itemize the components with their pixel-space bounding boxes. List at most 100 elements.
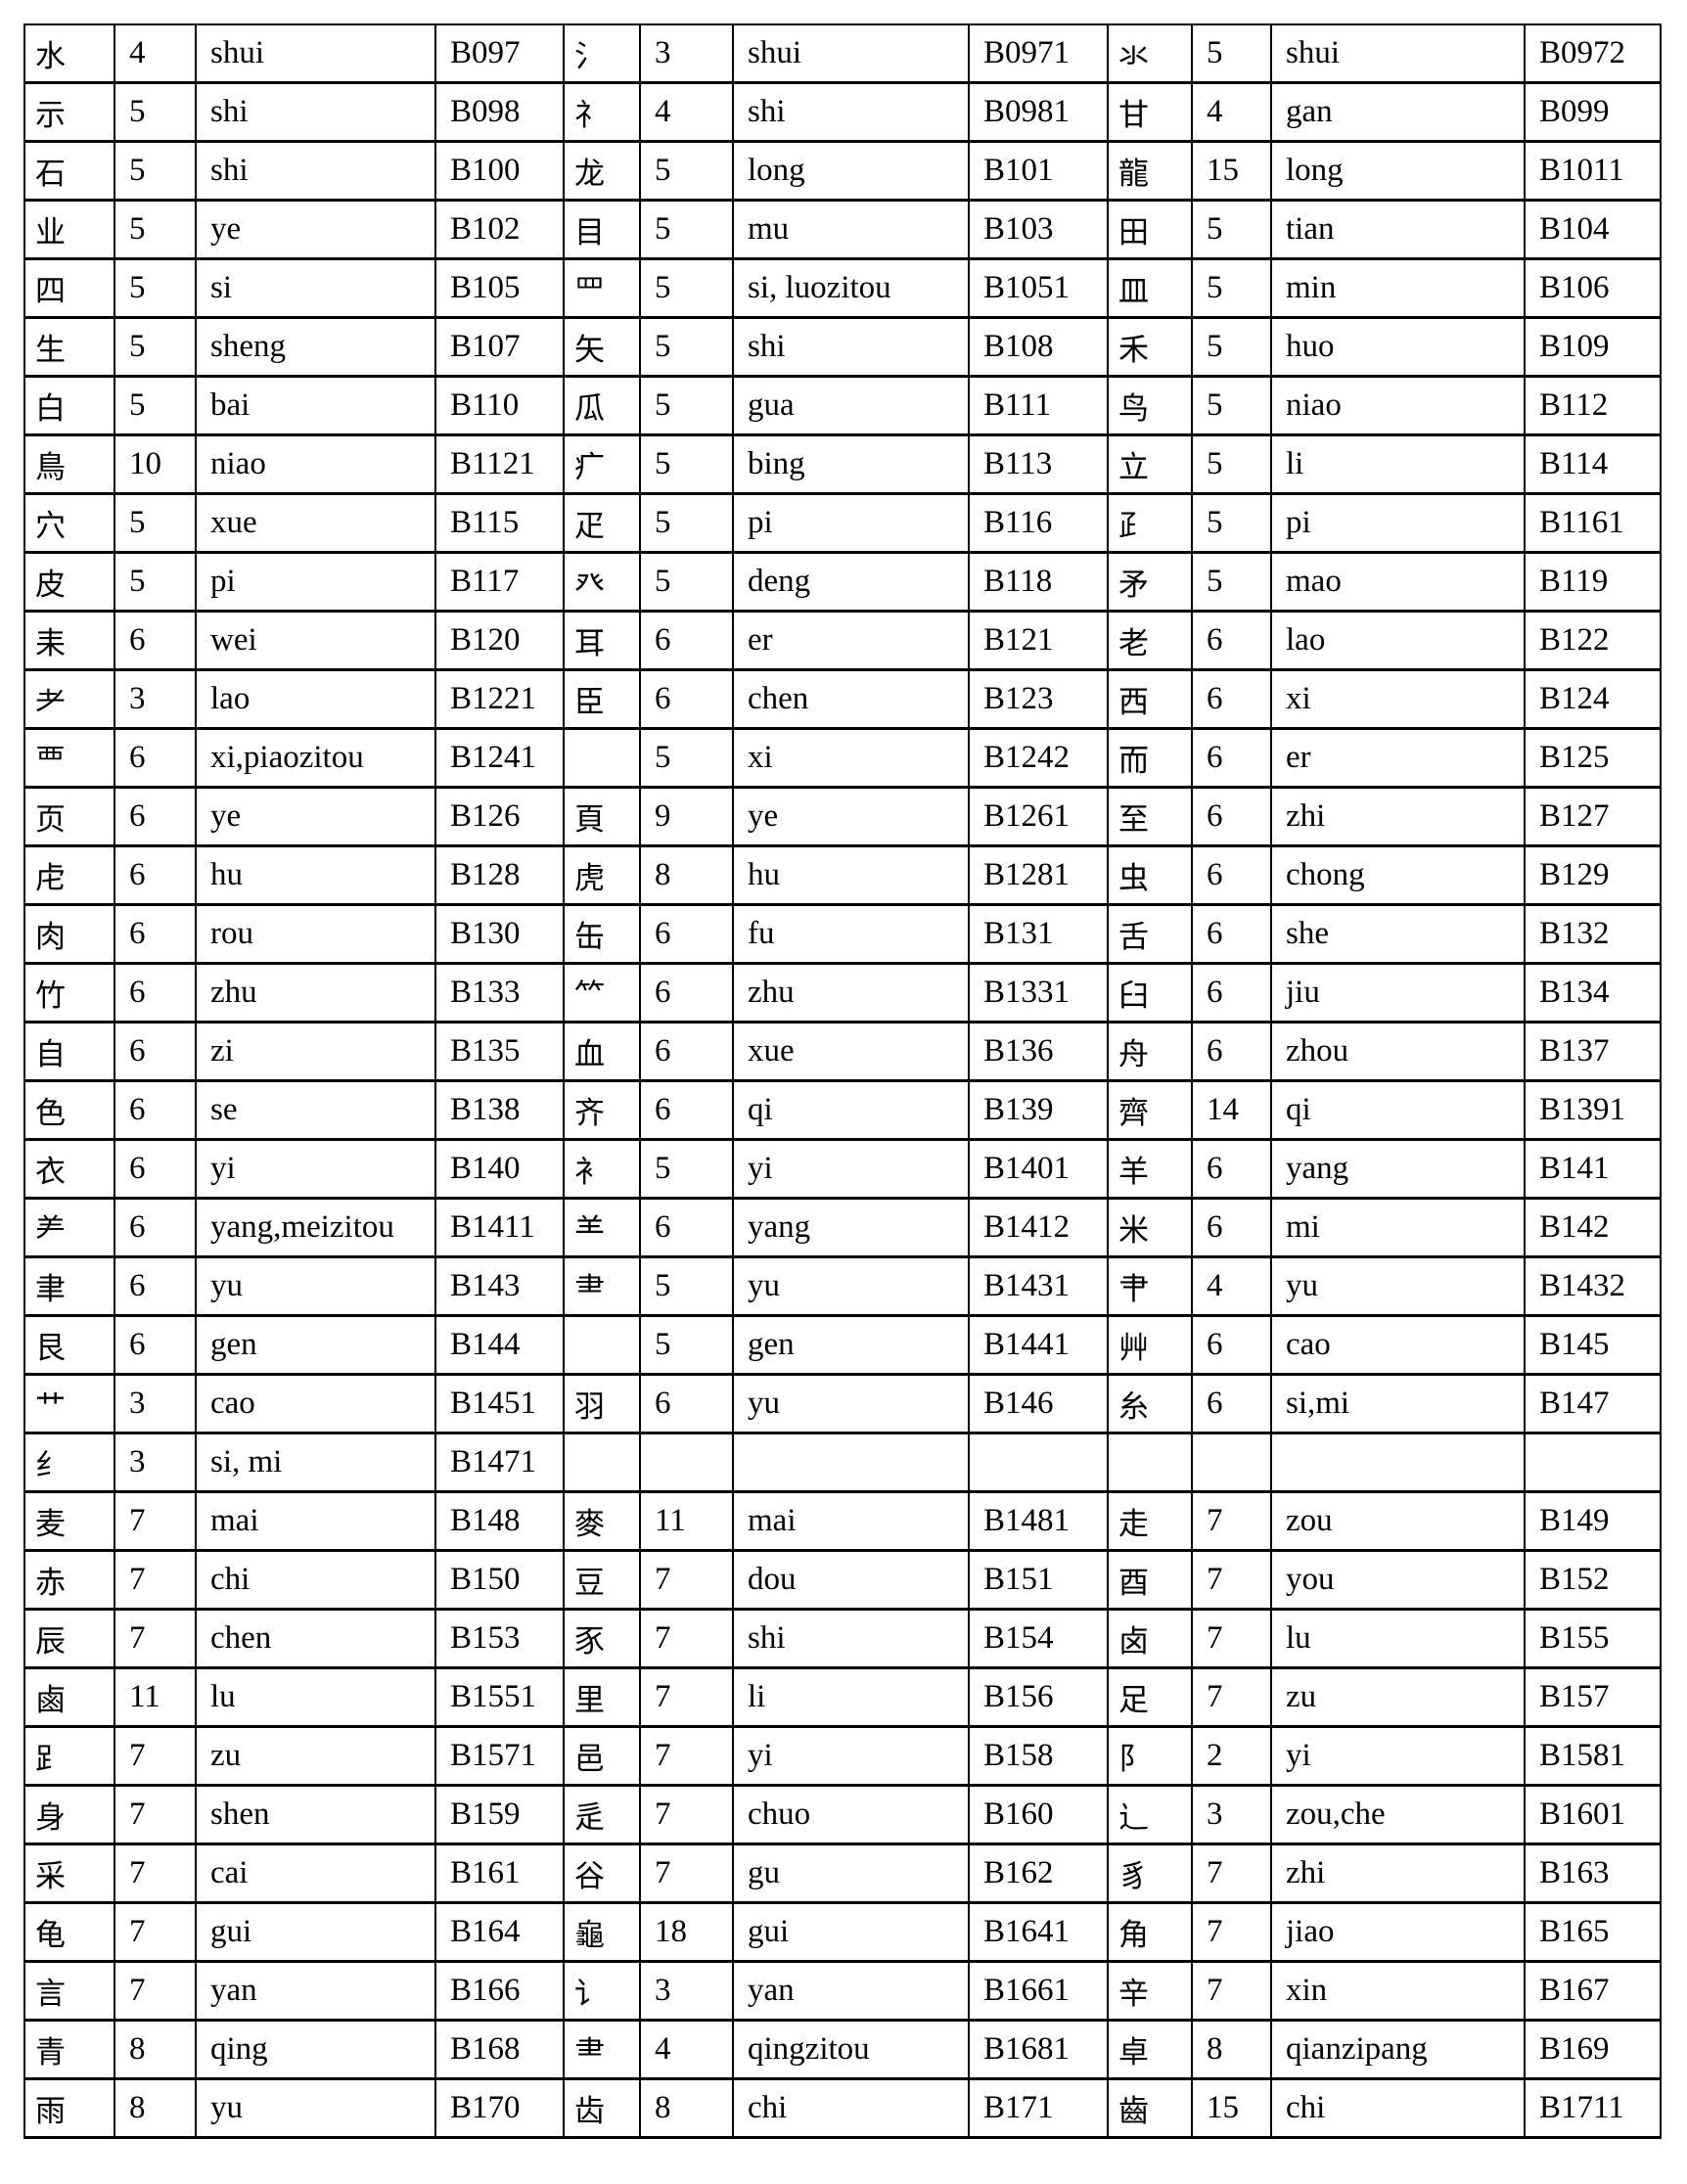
radical-cell: 衤 (563, 1138, 641, 1200)
strokes-cell: 6 (114, 727, 197, 789)
pinyin-cell: shen (195, 1784, 436, 1845)
pinyin-cell: si,mi (1270, 1373, 1526, 1434)
strokes-cell: 6 (114, 962, 197, 1024)
table-row: 页 6 ye B126 頁 9 ye B1261 至 6 zhi B127 (23, 786, 1662, 847)
radical-cell: ⺻ (563, 2019, 641, 2080)
radical-cell: 竹 (23, 962, 115, 1024)
code-cell: B0971 (968, 23, 1109, 84)
strokes-cell: 7 (1191, 1608, 1272, 1669)
radical-cell: 耳 (563, 610, 641, 671)
table-row: ⺶ 6 yang,meizitou B1411 ⺷ 6 yang B1412 米 6 mi B142 (23, 1197, 1662, 1258)
pinyin-cell: gui (732, 1901, 970, 1963)
code-cell: B154 (968, 1608, 1109, 1669)
strokes-cell: 6 (1191, 1021, 1272, 1082)
pinyin-cell: li (732, 1666, 970, 1728)
pinyin-cell: gen (195, 1314, 436, 1376)
radical-cell: 穴 (23, 492, 115, 554)
pinyin-cell: er (732, 610, 970, 671)
radical-cell: 臼 (1107, 962, 1193, 1024)
code-cell: B131 (968, 903, 1109, 965)
strokes-cell: 5 (639, 1138, 734, 1200)
pinyin-cell: yi (732, 1138, 970, 1200)
strokes-cell: 6 (639, 903, 734, 965)
code-cell: B116 (968, 492, 1109, 554)
strokes-cell: 7 (639, 1666, 734, 1728)
pinyin-cell: yi (1270, 1725, 1526, 1787)
pinyin-cell: min (1270, 257, 1526, 319)
radical-cell (563, 1432, 641, 1493)
code-cell: B149 (1524, 1490, 1662, 1552)
strokes-cell: 7 (1191, 1490, 1272, 1552)
pinyin-cell: jiu (1270, 962, 1526, 1024)
table-row: 竹 6 zhu B133 ⺮ 6 zhu B1331 臼 6 jiu B134 (23, 962, 1662, 1024)
code-cell: B114 (1524, 433, 1662, 495)
radical-cell: 走 (1107, 1490, 1193, 1552)
radical-cell: 至 (1107, 786, 1193, 847)
strokes-cell: 6 (639, 1079, 734, 1141)
code-cell: B156 (968, 1666, 1109, 1728)
strokes-cell: 7 (114, 1784, 197, 1845)
radical-cell: 龙 (563, 140, 641, 202)
strokes-cell: 7 (114, 1843, 197, 1904)
strokes-cell: 6 (1191, 1138, 1272, 1200)
table-row: 辰 7 chen B153 豕 7 shi B154 卤 7 lu B155 (23, 1608, 1662, 1669)
pinyin-cell: niao (1270, 375, 1526, 436)
pinyin-cell: cao (1270, 1314, 1526, 1376)
pinyin-cell: yan (732, 1960, 970, 2022)
table-row: 艮 6 gen B144 5 gen B1441 艸 6 cao B145 (23, 1314, 1662, 1376)
code-cell: B170 (434, 2077, 565, 2139)
code-cell: B1681 (968, 2019, 1109, 2080)
radical-cell: 白 (23, 375, 115, 436)
pinyin-cell: chi (732, 2077, 970, 2139)
pinyin-cell: huo (1270, 316, 1526, 378)
pinyin-cell: pi (732, 492, 970, 554)
code-cell: B130 (434, 903, 565, 965)
pinyin-cell: shui (732, 23, 970, 84)
radical-cell: 虫 (1107, 844, 1193, 906)
strokes-cell: 6 (639, 1021, 734, 1082)
pinyin-cell (1270, 1432, 1526, 1493)
code-cell: B144 (434, 1314, 565, 1376)
code-cell: B1051 (968, 257, 1109, 319)
radical-cell: 辶 (1107, 1784, 1193, 1845)
radical-cell: 豕 (563, 1608, 641, 1669)
code-cell: B142 (1524, 1197, 1662, 1258)
code-cell: B159 (434, 1784, 565, 1845)
code-cell: B1581 (1524, 1725, 1662, 1787)
radical-cell: 齒 (1107, 2077, 1193, 2139)
code-cell: B117 (434, 551, 565, 613)
code-cell: B121 (968, 610, 1109, 671)
pinyin-cell: dou (732, 1549, 970, 1611)
pinyin-cell: yu (195, 1255, 436, 1317)
strokes-cell: 4 (639, 81, 734, 143)
radical-cell: 虎 (563, 844, 641, 906)
radical-cell: 业 (23, 199, 115, 260)
radical-cell: 麥 (563, 1490, 641, 1552)
strokes-cell: 6 (639, 610, 734, 671)
table-row: 色 6 se B138 齐 6 qi B139 齊 14 qi B1391 (23, 1079, 1662, 1141)
table-row: 穴 5 xue B115 疋 5 pi B116 ⺪ 5 pi B1161 (23, 492, 1662, 554)
strokes-cell: 8 (114, 2077, 197, 2139)
strokes-cell: 5 (114, 257, 197, 319)
strokes-cell: 5 (1191, 492, 1272, 554)
code-cell: B136 (968, 1021, 1109, 1082)
strokes-cell: 4 (1191, 81, 1272, 143)
code-cell: B155 (1524, 1608, 1662, 1669)
code-cell: B1471 (434, 1432, 565, 1493)
strokes-cell: 5 (114, 551, 197, 613)
radical-cell: 艮 (23, 1314, 115, 1376)
code-cell: B145 (1524, 1314, 1662, 1376)
pinyin-cell: xi (1270, 668, 1526, 730)
strokes-cell: 5 (639, 257, 734, 319)
strokes-cell: 6 (114, 1138, 197, 1200)
strokes-cell: 6 (639, 1373, 734, 1434)
code-cell: B164 (434, 1901, 565, 1963)
radical-cell: 虍 (23, 844, 115, 906)
code-cell: B143 (434, 1255, 565, 1317)
code-cell: B123 (968, 668, 1109, 730)
code-cell: B108 (968, 316, 1109, 378)
code-cell: B1401 (968, 1138, 1109, 1200)
code-cell: B137 (1524, 1021, 1662, 1082)
strokes-cell: 5 (114, 199, 197, 260)
radical-cell (1107, 1432, 1193, 1493)
